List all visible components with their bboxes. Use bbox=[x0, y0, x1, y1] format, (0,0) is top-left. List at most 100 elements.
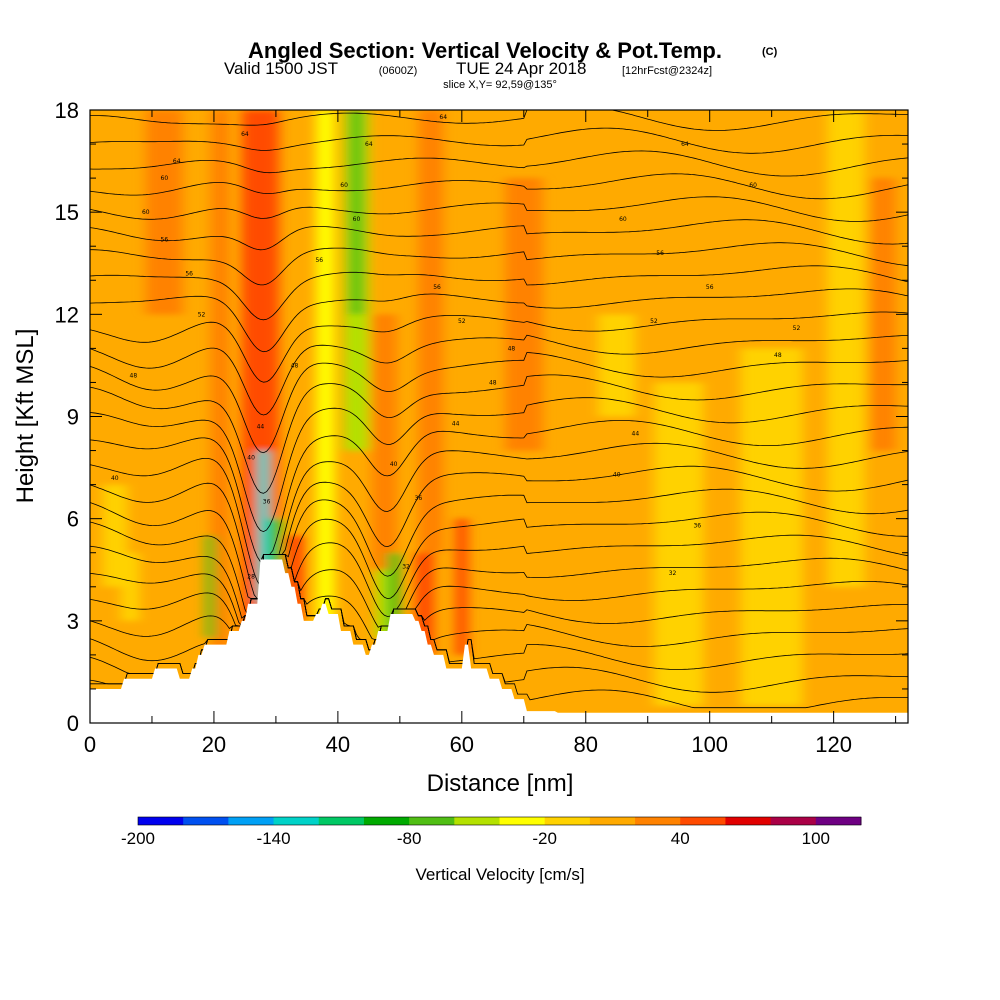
isentrope-line bbox=[90, 352, 908, 454]
contour-label: 64 bbox=[439, 114, 447, 121]
contour-label: 56 bbox=[706, 284, 714, 291]
contour-label: 56 bbox=[185, 270, 193, 277]
x-tick-label: 0 bbox=[84, 732, 96, 757]
velocity-region bbox=[375, 569, 388, 638]
colorbar-swatch bbox=[183, 817, 229, 825]
velocity-region bbox=[241, 110, 255, 485]
chart-title-units: (C) bbox=[762, 46, 778, 58]
velocity-region bbox=[418, 110, 444, 553]
x-tick-label: 80 bbox=[574, 732, 598, 757]
y-axis-label: Height [Kft MSL] bbox=[12, 329, 39, 504]
colorbar-tick-label: -140 bbox=[257, 829, 291, 848]
isentrope-line bbox=[90, 554, 908, 651]
plot-area: 64 64 64 64 64 60 60 60 60 60 60 56 56 56 56 56 56 52 52 52… bbox=[90, 110, 908, 723]
chart-title: Angled Section: Vertical Velocity & Pot.… bbox=[248, 38, 722, 63]
contour-label: 60 bbox=[353, 216, 361, 223]
contour-label: 64 bbox=[173, 158, 181, 165]
isentrope-line bbox=[90, 334, 908, 416]
x-axis-label: Distance [nm] bbox=[427, 770, 574, 797]
isentrope-line bbox=[90, 554, 908, 640]
contour-label: 40 bbox=[247, 454, 255, 461]
velocity-region bbox=[598, 314, 636, 417]
contour-label: 52 bbox=[458, 318, 466, 325]
y-tick-label: 0 bbox=[67, 711, 79, 736]
colorbar-tick-label: -20 bbox=[532, 829, 557, 848]
isentrope-line bbox=[90, 534, 908, 619]
colorbar-swatch bbox=[770, 817, 817, 825]
colorbar-swatch bbox=[499, 817, 546, 825]
terrain-mask bbox=[90, 559, 908, 723]
contour-label: 40 bbox=[390, 461, 398, 468]
isentrope-line bbox=[90, 127, 908, 154]
velocity-region bbox=[316, 110, 335, 621]
velocity-region bbox=[870, 178, 896, 451]
y-tick-label: 3 bbox=[67, 609, 79, 634]
contour-label: 32 bbox=[402, 563, 410, 570]
contour-label: 64 bbox=[241, 131, 249, 138]
colorbar-swatch bbox=[725, 817, 772, 825]
contour-label: 60 bbox=[161, 175, 169, 182]
colorbar-swatch bbox=[635, 817, 681, 825]
colorbar-swatch bbox=[409, 817, 455, 825]
y-tick-label: 9 bbox=[67, 405, 79, 430]
velocity-region bbox=[827, 110, 865, 587]
contour-label: 48 bbox=[291, 362, 299, 369]
colorbar-tick-label: 40 bbox=[671, 829, 690, 848]
contour-label: 32 bbox=[669, 570, 677, 577]
contour-label: 60 bbox=[619, 216, 627, 223]
colorbar-swatch bbox=[363, 817, 410, 825]
contour-label: 48 bbox=[489, 379, 497, 386]
isentrope-line bbox=[90, 488, 908, 600]
chart-title-group: Angled Section: Vertical Velocity & Pot.… bbox=[224, 38, 778, 91]
y-tick-label: 12 bbox=[55, 302, 79, 327]
contour-label: 44 bbox=[632, 431, 640, 438]
y-tick-label: 18 bbox=[55, 98, 79, 123]
contour-label: 40 bbox=[111, 475, 119, 482]
contour-label: 64 bbox=[681, 141, 689, 148]
velocity-region bbox=[505, 178, 543, 451]
colorbar-swatch bbox=[454, 817, 500, 825]
colorbar-tick-label: -80 bbox=[397, 829, 422, 848]
vertical-velocity-layer bbox=[102, 110, 896, 706]
contour-label: 64 bbox=[365, 141, 373, 148]
colorbar-swatch bbox=[815, 817, 862, 825]
velocity-region bbox=[740, 348, 803, 706]
isentrope-line bbox=[90, 374, 908, 494]
contour-label: 28 bbox=[247, 574, 255, 581]
colorbar-frame bbox=[137, 816, 862, 826]
colorbar-swatch bbox=[228, 817, 275, 825]
isentrope-line bbox=[90, 554, 908, 662]
contour-label: 60 bbox=[749, 182, 757, 189]
isentrope-line bbox=[90, 173, 908, 200]
colorbar-tick-label: -200 bbox=[121, 829, 155, 848]
colorbar-swatch bbox=[318, 817, 365, 825]
isentrope-line bbox=[90, 420, 908, 563]
y-tick-label: 6 bbox=[67, 507, 79, 532]
velocity-region bbox=[210, 110, 230, 655]
velocity-region bbox=[206, 535, 216, 638]
contour-label: 60 bbox=[340, 182, 348, 189]
isentrope-line bbox=[90, 288, 908, 353]
contour-label-layer: 64 64 64 64 64 60 60 60 60 60 60 56 56 56 56 56 56 52 52 52… bbox=[111, 114, 800, 581]
contour-label: 56 bbox=[656, 250, 664, 257]
x-tick-label: 40 bbox=[326, 732, 350, 757]
isentrope-line bbox=[90, 465, 908, 600]
contour-label: 48 bbox=[130, 373, 138, 380]
contour-label: 56 bbox=[161, 236, 169, 243]
colorbar-swatch bbox=[273, 817, 320, 825]
isentrope-line bbox=[90, 265, 908, 321]
colorbar-tick-label: 100 bbox=[802, 829, 830, 848]
x-tick-label: 60 bbox=[450, 732, 474, 757]
y-tick-label: 15 bbox=[55, 200, 79, 225]
isentrope-line bbox=[90, 110, 908, 131]
contour-label: 56 bbox=[433, 284, 441, 291]
x-tick-label: 100 bbox=[691, 732, 728, 757]
contour-label: 36 bbox=[693, 522, 701, 529]
colorbar-label: Vertical Velocity [cm/s] bbox=[415, 865, 584, 884]
contour-label: 44 bbox=[257, 424, 265, 431]
isentrope-line bbox=[90, 442, 908, 588]
colorbar-swatch bbox=[680, 817, 726, 825]
subtitle-utc: (0600Z) bbox=[379, 65, 418, 77]
contour-label: 52 bbox=[198, 311, 206, 318]
